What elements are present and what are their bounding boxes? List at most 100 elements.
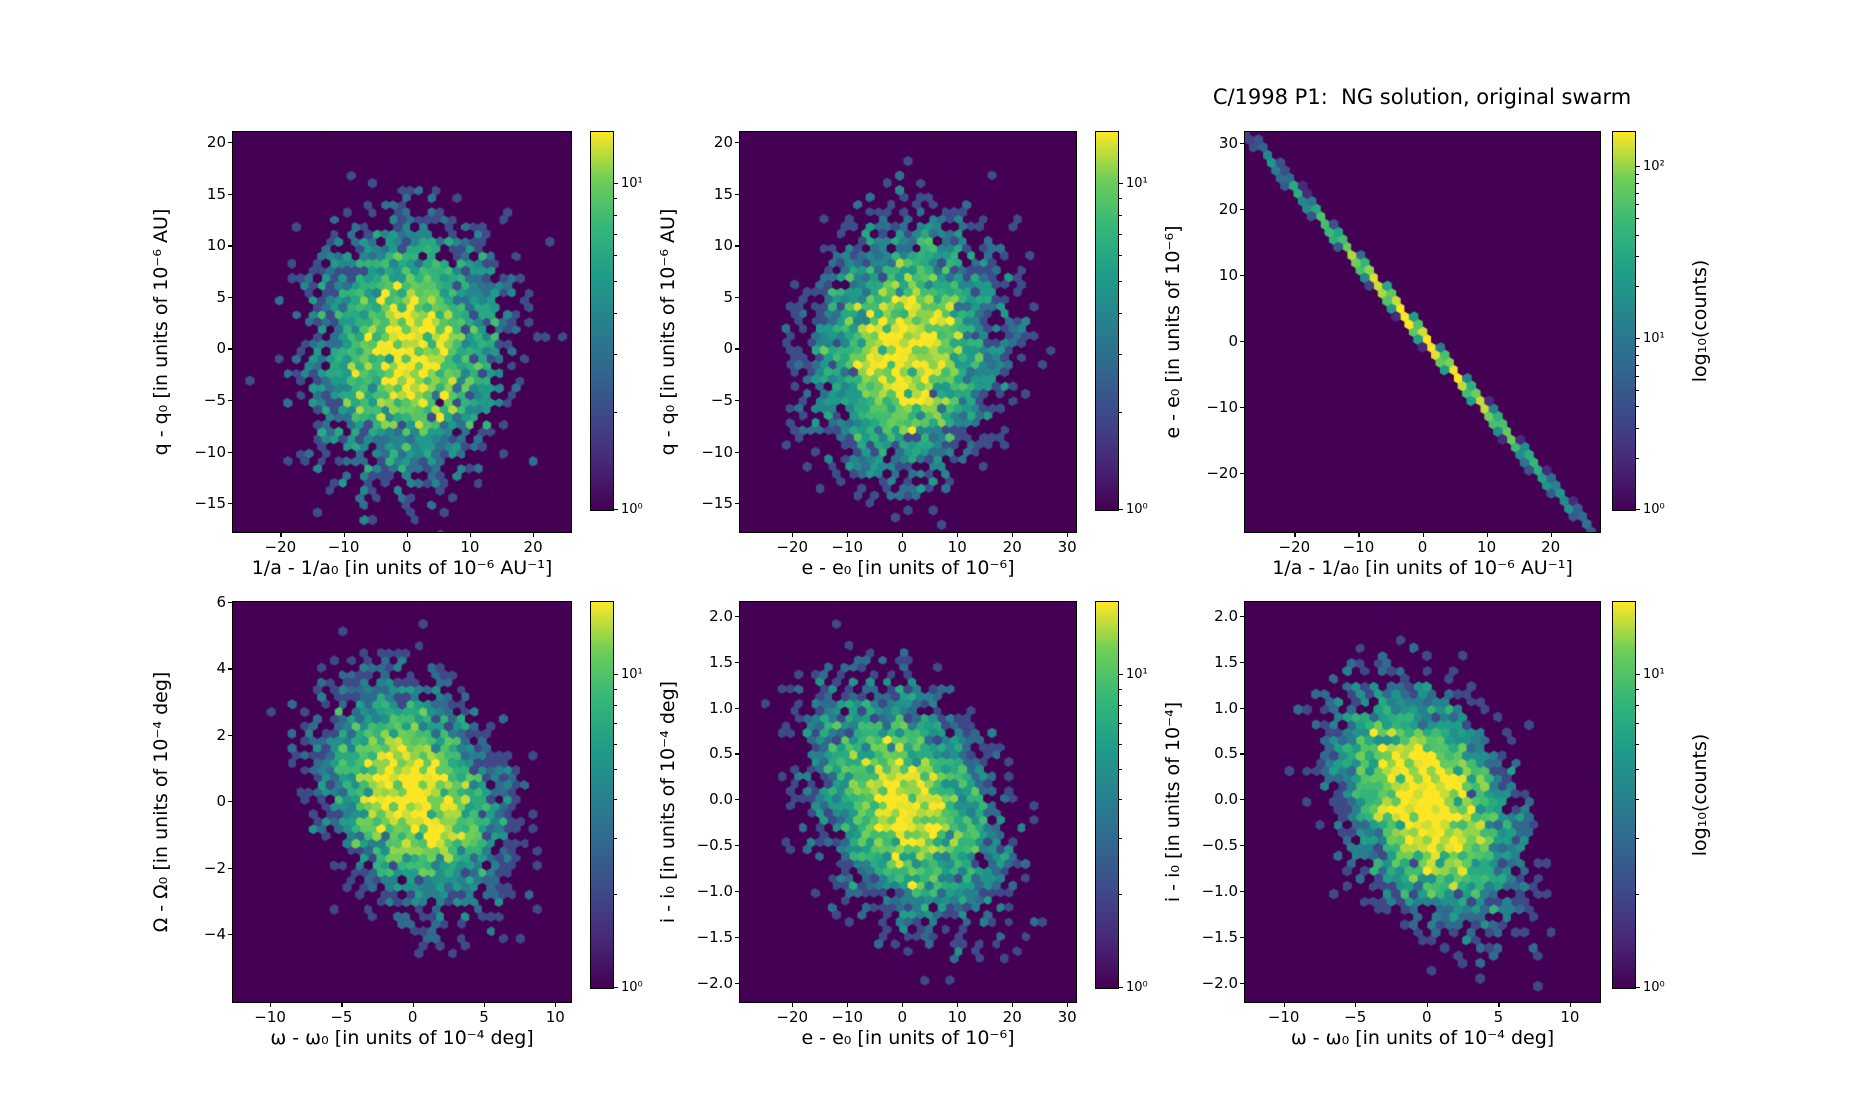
colorbar-tick-label: 10¹ [1643, 331, 1665, 347]
y-tick-label: −5 [203, 391, 226, 410]
x-tick-label: 0 [1417, 538, 1428, 556]
y-tick-mark [735, 451, 739, 453]
y-tick-label: −2.0 [1201, 973, 1238, 992]
x-tick-mark [847, 533, 849, 537]
x-tick-label: 0 [897, 1008, 907, 1026]
y-tick-label: 2 [216, 725, 226, 744]
colorbar-tick-mark [1119, 674, 1123, 676]
y-tick-label: 0.0 [709, 790, 733, 809]
colorbar-minor-tick-mark [1119, 799, 1122, 801]
x-tick-label: 20 [523, 538, 543, 556]
y-tick-label: −15 [701, 494, 733, 513]
y-tick-label: 0 [1228, 332, 1238, 351]
colorbar-minor-tick-mark [1636, 204, 1639, 206]
y-tick-mark [228, 867, 232, 869]
x-tick-label: −10 [831, 538, 864, 556]
x-tick-label: −10 [327, 538, 360, 556]
colorbar-minor-tick-mark [1636, 799, 1639, 801]
y-tick-label: 1.0 [1214, 698, 1238, 717]
figure-title: C/1998 P1: NG solution, original swarm [1212, 85, 1632, 109]
x-tick-label: 5 [479, 1008, 489, 1026]
x-tick-mark [555, 1003, 557, 1007]
x-tick-label: 20 [1002, 538, 1022, 556]
colorbar-minor-tick-mark [614, 255, 617, 257]
x-tick-label: 0 [1422, 1008, 1432, 1026]
x-tick-mark [341, 1003, 343, 1007]
y-tick-label: 0 [216, 792, 226, 811]
x-tick-mark [533, 533, 535, 537]
colorbar-tick-label: 10¹ [1643, 667, 1665, 683]
x-tick-mark [847, 1003, 849, 1007]
x-axis-label: 1/a - 1/a₀ [in units of 10⁻⁶ AU⁻¹] [251, 557, 553, 579]
y-tick-mark [1240, 615, 1244, 617]
y-tick-label: −0.5 [1201, 836, 1238, 855]
x-tick-label: −20 [776, 538, 809, 556]
x-tick-label: 20 [1002, 1008, 1022, 1026]
colorbar-tick-label: 10⁰ [1643, 502, 1665, 517]
y-tick-mark [735, 296, 739, 299]
colorbar-minor-tick-mark [614, 313, 617, 315]
colorbar-tick-label: 10² [1643, 159, 1665, 175]
colorbar-gradient-bottom-right [1613, 602, 1635, 988]
y-tick-mark [735, 890, 739, 893]
y-tick-label: 2.0 [709, 606, 733, 625]
colorbar-minor-tick-mark [614, 768, 617, 770]
x-tick-mark [484, 1003, 486, 1007]
colorbar-label: log₁₀(counts) [1689, 733, 1711, 857]
x-tick-label: 20 [1541, 538, 1561, 556]
colorbar-minor-tick-mark [1119, 313, 1122, 315]
y-tick-label: −1.5 [696, 927, 733, 946]
y-tick-mark [228, 668, 232, 670]
colorbar-minor-tick-mark [1119, 688, 1122, 690]
x-tick-mark [270, 1003, 272, 1007]
colorbar-minor-tick-mark [614, 214, 617, 216]
colorbar-minor-tick-mark [1636, 389, 1639, 391]
hexbin-plot-bottom-middle [740, 602, 1076, 1002]
y-tick-label: −2.0 [696, 973, 733, 992]
y-tick-label: 6 [216, 593, 226, 611]
x-tick-mark [1067, 533, 1069, 537]
colorbar-minor-tick-mark [1636, 364, 1639, 366]
y-tick-label: −2 [203, 858, 226, 877]
x-tick-label: 0 [897, 538, 907, 556]
y-tick-mark [228, 193, 232, 196]
colorbar-tick-label: 10⁰ [1126, 502, 1148, 517]
colorbar-gradient-bottom-left [591, 602, 613, 988]
y-tick-mark [1240, 143, 1244, 145]
y-tick-mark [735, 799, 739, 801]
colorbar-minor-tick-mark [1636, 688, 1639, 690]
y-axis-label: q - q₀ [in units of 10⁻⁶ AU] [657, 208, 679, 456]
y-tick-label: 0.0 [1214, 790, 1238, 809]
colorbar-minor-tick-mark [614, 838, 617, 840]
x-tick-mark [406, 533, 408, 537]
x-tick-label: 30 [1057, 538, 1077, 556]
colorbar-tick-label: 10¹ [1126, 667, 1148, 683]
hexbin-plot-top-right [1245, 132, 1600, 532]
colorbar-tick-label: 10⁰ [621, 980, 643, 995]
y-tick-label: 1.5 [709, 652, 733, 671]
x-tick-label: 10 [1560, 1008, 1580, 1026]
y-tick-mark [1240, 473, 1244, 475]
colorbar-minor-tick-mark [1636, 406, 1639, 408]
x-tick-label: 10 [947, 538, 967, 556]
colorbar-minor-tick-mark [1119, 197, 1122, 199]
y-tick-label: −10 [1206, 398, 1238, 417]
colorbar-tick-mark [1119, 182, 1123, 184]
x-tick-mark [1355, 1003, 1357, 1007]
x-tick-mark [1012, 533, 1014, 537]
y-tick-mark [735, 348, 739, 350]
colorbar-minor-tick-mark [1636, 345, 1639, 347]
x-tick-label: −20 [776, 1008, 809, 1026]
y-tick-label: 5 [723, 287, 733, 306]
colorbar-minor-tick-mark [614, 197, 617, 199]
colorbar-minor-tick-mark [614, 688, 617, 690]
colorbar-minor-tick-mark [1119, 838, 1122, 840]
y-tick-label: 10 [206, 236, 226, 255]
y-tick-mark [1240, 982, 1244, 984]
y-tick-label: 10 [1218, 266, 1238, 285]
y-tick-label: −1.0 [1201, 881, 1238, 900]
x-tick-mark [1358, 533, 1360, 537]
x-tick-label: 10 [1477, 538, 1497, 556]
y-tick-mark [228, 734, 232, 736]
colorbar-tick-mark [614, 182, 618, 184]
